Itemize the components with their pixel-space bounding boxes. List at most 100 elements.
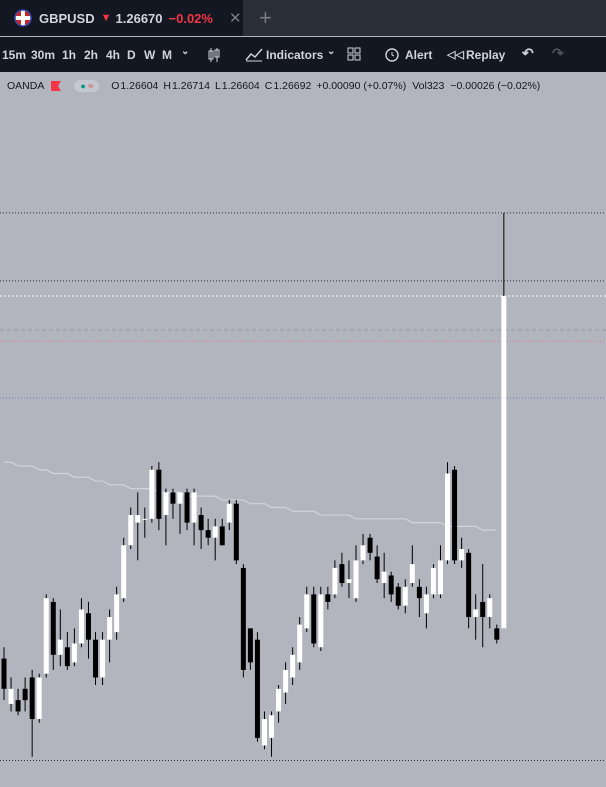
candle-body (156, 469, 162, 519)
candle-body (452, 469, 458, 561)
candle-body (360, 545, 366, 561)
candle-body (142, 518, 148, 520)
candle-body (233, 503, 239, 561)
toolbar: 15m 30m 1h 2h 4h D W M ⌄ Indicators ⌄ Alert ◁◁ … (0, 37, 606, 72)
candle-body (276, 688, 282, 712)
candle-body (36, 677, 42, 720)
ohlc-value: 1.26604 (120, 80, 159, 92)
candle-body (346, 579, 352, 584)
candle-body (409, 564, 415, 584)
candle-body (494, 628, 500, 640)
replay[interactable]: Replay (466, 48, 506, 62)
candle-body (57, 639, 63, 655)
candle-body (85, 613, 91, 640)
candle-body (416, 586, 422, 599)
candle-body (353, 560, 359, 599)
new-tab[interactable]: + (259, 5, 272, 30)
legend-extra: −0.00026 (−0.02%) (450, 80, 541, 92)
candle-body (107, 617, 113, 640)
indicators[interactable]: Indicators (266, 48, 324, 62)
candle-body (15, 700, 21, 712)
interval[interactable]: W (144, 48, 156, 62)
ohlc-key: C (264, 80, 273, 92)
candle-body (304, 594, 310, 629)
interval[interactable]: 2h (84, 48, 99, 62)
interval[interactable]: 4h (106, 48, 121, 62)
candle-body (297, 624, 303, 663)
redo[interactable]: ↷ (552, 45, 564, 61)
candle-body (437, 560, 443, 595)
candle-body (22, 688, 28, 701)
change: −0.02% (168, 10, 213, 26)
ohlc-value: 1.26604 (221, 80, 260, 92)
candle-body (339, 564, 345, 584)
candle-body (318, 594, 324, 648)
vol: 323 (426, 80, 445, 92)
candle-body (395, 586, 401, 606)
ohlc-value: 1.26714 (171, 80, 210, 92)
candle-body (473, 609, 479, 618)
candle-body (43, 598, 49, 674)
candle-body (191, 492, 197, 523)
flag-icon (14, 9, 32, 27)
layout-icon[interactable] (347, 47, 361, 61)
interval[interactable]: D (127, 48, 136, 62)
candle-body (212, 526, 218, 538)
candle-body (8, 688, 14, 704)
status[interactable]: ● ≈ (74, 80, 100, 92)
candle-body (261, 719, 267, 746)
candle-body (177, 492, 183, 504)
candle-body (50, 601, 56, 655)
dropdown[interactable]: ⌄ (181, 46, 190, 57)
candle-body (367, 537, 373, 553)
candle-body (64, 647, 70, 667)
candle-body (93, 639, 99, 678)
candle-body (71, 643, 77, 663)
candle-body (332, 567, 338, 595)
candle-body (487, 598, 493, 618)
undo[interactable]: ↶ (522, 45, 534, 61)
candle-icon[interactable] (206, 47, 222, 63)
candle-body (501, 295, 507, 629)
ohlc-key: O (111, 80, 120, 92)
alert[interactable]: Alert (405, 48, 433, 62)
candle-body (205, 530, 211, 538)
candle-body (198, 515, 204, 531)
symbol: GBPUSD (39, 10, 95, 26)
candle-body (135, 515, 141, 523)
interval[interactable]: 30m (31, 48, 56, 62)
candle-body (29, 677, 35, 720)
indicators-icon (245, 48, 263, 62)
alert-icon (385, 48, 399, 62)
candle-body (254, 639, 260, 738)
interval[interactable]: M (162, 48, 172, 62)
ohlc: O 1.26604 H 1.26714 L 1.26604 C 1.26692 (111, 80, 311, 92)
candle-body (128, 515, 134, 546)
moving-average (4, 461, 497, 531)
dropdown[interactable]: ⌄ (327, 46, 336, 57)
candle-body (480, 601, 486, 618)
vol-key: Vol (412, 80, 427, 92)
legend: OANDA ● ≈ O 1.26604 H 1.26714 L 1.26604 C 1.266… (0, 76, 540, 96)
candle-body (1, 658, 7, 689)
candle-body (240, 567, 246, 670)
price: 1.26670 (115, 10, 163, 26)
candle-body (219, 526, 225, 546)
candle-body (170, 492, 176, 504)
interval[interactable]: 15m (2, 48, 27, 62)
replay-icon: ◁◁ (447, 49, 464, 61)
candle-body (466, 552, 472, 618)
candle-body (78, 609, 84, 644)
interval[interactable]: 1h (62, 48, 77, 62)
source: OANDA (7, 80, 45, 92)
tab[interactable]: GBPUSD ▼ 1.26670 −0.02% ✕ (0, 0, 243, 36)
candle-body (121, 545, 127, 599)
legend-change: +0.00090 (+0.07%) (316, 80, 407, 92)
candle-body (149, 469, 155, 519)
candle-body (388, 575, 394, 595)
candle-body (374, 556, 380, 580)
candle-body (381, 571, 387, 584)
close-tab[interactable]: ✕ (228, 10, 242, 27)
